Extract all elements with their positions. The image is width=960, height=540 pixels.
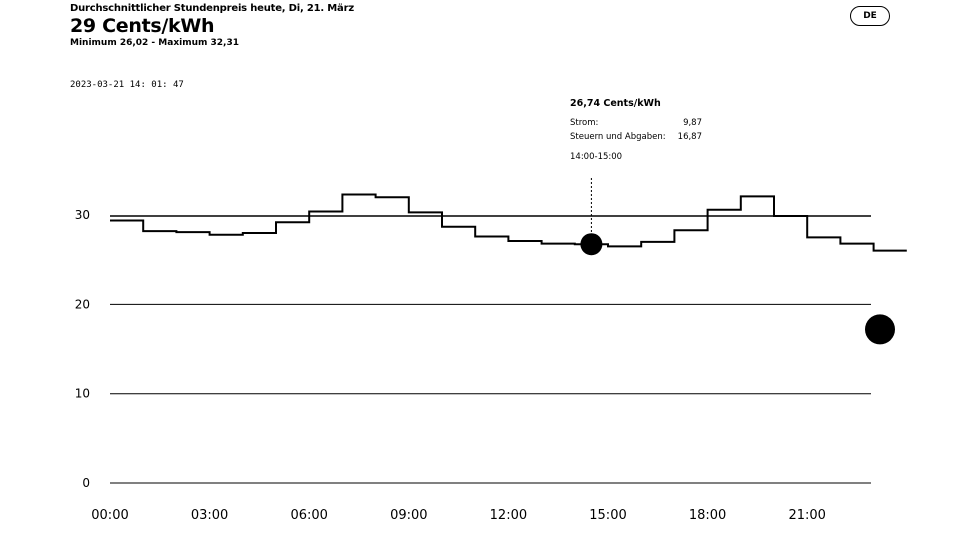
y-tick-label: 10 — [75, 387, 90, 401]
tooltip-value: 16,87 — [677, 132, 702, 142]
x-tick-label: 12:00 — [490, 508, 527, 523]
language-button[interactable]: DE — [850, 6, 890, 26]
tooltip-label: Steuern und Abgaben: — [570, 132, 666, 142]
x-tick-label: 00:00 — [91, 508, 128, 523]
min-max-label: Minimum 26,02 - Maximum 32,31 — [70, 38, 239, 48]
tooltip-row-steuern: Steuern und Abgaben: 16,87 — [570, 132, 702, 142]
chart-tooltip: 26,74 Cents/kWh Strom: 9,87 Steuern und … — [570, 98, 702, 162]
tooltip-value: 9,87 — [683, 118, 702, 128]
y-tick-label: 30 — [75, 208, 90, 222]
y-tick-label: 0 — [82, 476, 90, 490]
x-tick-label: 15:00 — [589, 508, 626, 523]
timestamp: 2023-03-21 14: 01: 47 — [70, 80, 184, 90]
current-marker — [865, 314, 895, 345]
x-tick-label: 18:00 — [689, 508, 726, 523]
x-tick-label: 06:00 — [290, 508, 327, 523]
price-step-line — [110, 193, 907, 252]
x-tick-label: 03:00 — [191, 508, 228, 523]
current-price: 29 Cents/kWh — [70, 15, 215, 37]
header: Durchschnittlicher Stundenpreis heute, D… — [70, 3, 354, 48]
y-tick-label: 20 — [75, 297, 90, 311]
highlight-point — [580, 233, 603, 256]
tooltip-price: 26,74 Cents/kWh — [570, 98, 661, 109]
tooltip-label: Strom: — [570, 118, 599, 128]
chart-subtitle: Durchschnittlicher Stundenpreis heute, D… — [70, 3, 354, 14]
tooltip-row-strom: Strom: 9,87 — [570, 118, 702, 128]
tooltip-time: 14:00-15:00 — [570, 152, 623, 162]
x-tick-label: 21:00 — [788, 508, 825, 523]
x-tick-label: 09:00 — [390, 508, 427, 523]
